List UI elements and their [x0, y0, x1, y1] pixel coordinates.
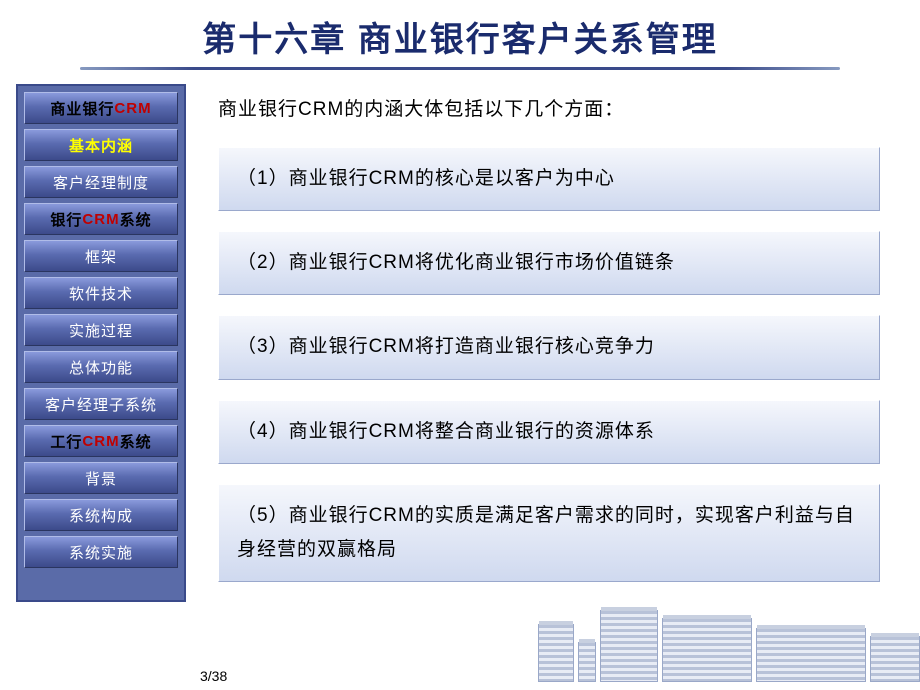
sidebar-item-9[interactable]: 工行CRM系统 — [24, 425, 178, 457]
sidebar-item-5[interactable]: 软件技术 — [24, 277, 178, 309]
point-box-2: （2）商业银行CRM将优化商业银行市场价值链条 — [218, 231, 880, 295]
sidebar-item-7[interactable]: 总体功能 — [24, 351, 178, 383]
sidebar-item-12[interactable]: 系统实施 — [24, 536, 178, 568]
sidebar-item-6[interactable]: 实施过程 — [24, 314, 178, 346]
sidebar-item-segment: 系统 — [120, 209, 152, 230]
sidebar-item-segment: CRM — [82, 433, 119, 450]
sidebar-item-8[interactable]: 客户经理子系统 — [24, 388, 178, 420]
sidebar-item-1[interactable]: 基本内涵 — [24, 129, 178, 161]
page-number: 3/38 — [200, 668, 227, 684]
sidebar-item-segment: 系统 — [120, 431, 152, 452]
page-title: 第十六章 商业银行客户关系管理 — [0, 0, 920, 67]
title-underline — [80, 67, 840, 70]
point-box-5: （5）商业银行CRM的实质是满足客户需求的同时，实现客户利益与自身经营的双赢格局 — [218, 484, 880, 582]
point-box-4: （4）商业银行CRM将整合商业银行的资源体系 — [218, 400, 880, 464]
content-area: 商业银行CRM的内涵大体包括以下几个方面： （1）商业银行CRM的核心是以客户为… — [186, 84, 920, 602]
building-4 — [756, 628, 866, 682]
sidebar-item-segment: CRM — [114, 100, 151, 117]
sidebar-item-segment: CRM — [82, 211, 119, 228]
building-1 — [578, 642, 596, 682]
building-3 — [662, 618, 752, 682]
sidebar-item-3[interactable]: 银行CRM系统 — [24, 203, 178, 235]
building-2 — [600, 610, 658, 682]
sidebar-item-2[interactable]: 客户经理制度 — [24, 166, 178, 198]
building-0 — [538, 624, 574, 682]
point-box-1: （1）商业银行CRM的核心是以客户为中心 — [218, 147, 880, 211]
points-list: （1）商业银行CRM的核心是以客户为中心 （2）商业银行CRM将优化商业银行市场价… — [218, 147, 880, 582]
decorative-buildings — [538, 610, 920, 682]
sidebar-item-segment: 银行 — [50, 209, 82, 230]
intro-text: 商业银行CRM的内涵大体包括以下几个方面： — [218, 94, 880, 121]
sidebar-item-4[interactable]: 框架 — [24, 240, 178, 272]
sidebar-item-11[interactable]: 系统构成 — [24, 499, 178, 531]
main-layout: 商业银行CRM基本内涵客户经理制度银行CRM系统框架软件技术实施过程总体功能客户… — [0, 84, 920, 602]
sidebar-item-segment: 商业银行 — [50, 98, 114, 119]
sidebar-item-10[interactable]: 背景 — [24, 462, 178, 494]
sidebar-item-segment: 工行 — [50, 431, 82, 452]
point-box-3: （3）商业银行CRM将打造商业银行核心竞争力 — [218, 315, 880, 379]
sidebar-nav: 商业银行CRM基本内涵客户经理制度银行CRM系统框架软件技术实施过程总体功能客户… — [16, 84, 186, 602]
building-5 — [870, 636, 920, 682]
sidebar-item-0[interactable]: 商业银行CRM — [24, 92, 178, 124]
